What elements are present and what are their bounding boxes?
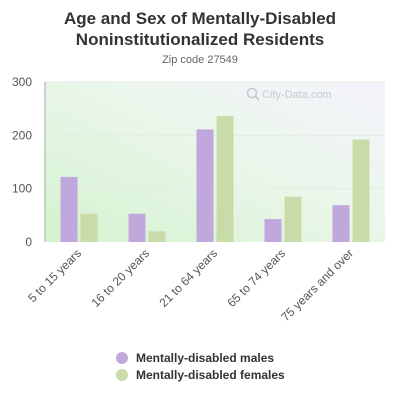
bar-males [332,205,350,242]
y-tick-label: 100 [12,182,32,196]
bar-females [284,196,302,242]
legend-swatch-females [116,369,128,381]
x-tick-label: 21 to 64 years [156,246,220,310]
bar-females [216,116,234,242]
bar-males [196,129,214,242]
watermark: City-Data.com [246,87,332,101]
legend-item-females: Mentally-disabled females [116,367,285,383]
bar-males [128,213,146,242]
plot-area [45,82,385,242]
x-tick-label: 65 to 74 years [224,246,288,310]
chart-title-line-2: Noninstitutionalized Residents [75,30,325,49]
bar-males [264,219,282,242]
bar-females [80,213,98,242]
y-tick-label: 0 [25,235,32,249]
legend-swatch-males [116,352,128,364]
legend-label-males: Mentally-disabled males [136,351,275,365]
bar-females [148,231,166,242]
legend-item-males: Mentally-disabled males [116,350,285,366]
bar-females [352,139,370,242]
magnifier-handle [254,95,260,101]
bar-males [60,176,78,242]
chart-title-line-1: Age and Sex of Mentally-Disabled [63,9,337,28]
legend: Mentally-disabled males Mentally-disable… [116,350,285,384]
y-tick-label: 200 [12,128,32,142]
x-tick-label: 75 years and over [278,246,356,324]
x-tick-label: 16 to 20 years [88,246,152,310]
y-tick-label: 300 [12,75,32,89]
x-tick-label: 5 to 15 years [25,246,84,305]
legend-label-females: Mentally-disabled females [136,368,285,382]
chart-title: Age and Sex of Mentally-Disabled Noninst… [0,8,400,50]
watermark-text: City-Data.com [262,89,332,101]
magnifier-icon [246,87,258,99]
chart-subtitle: Zip code 27549 [162,54,238,66]
